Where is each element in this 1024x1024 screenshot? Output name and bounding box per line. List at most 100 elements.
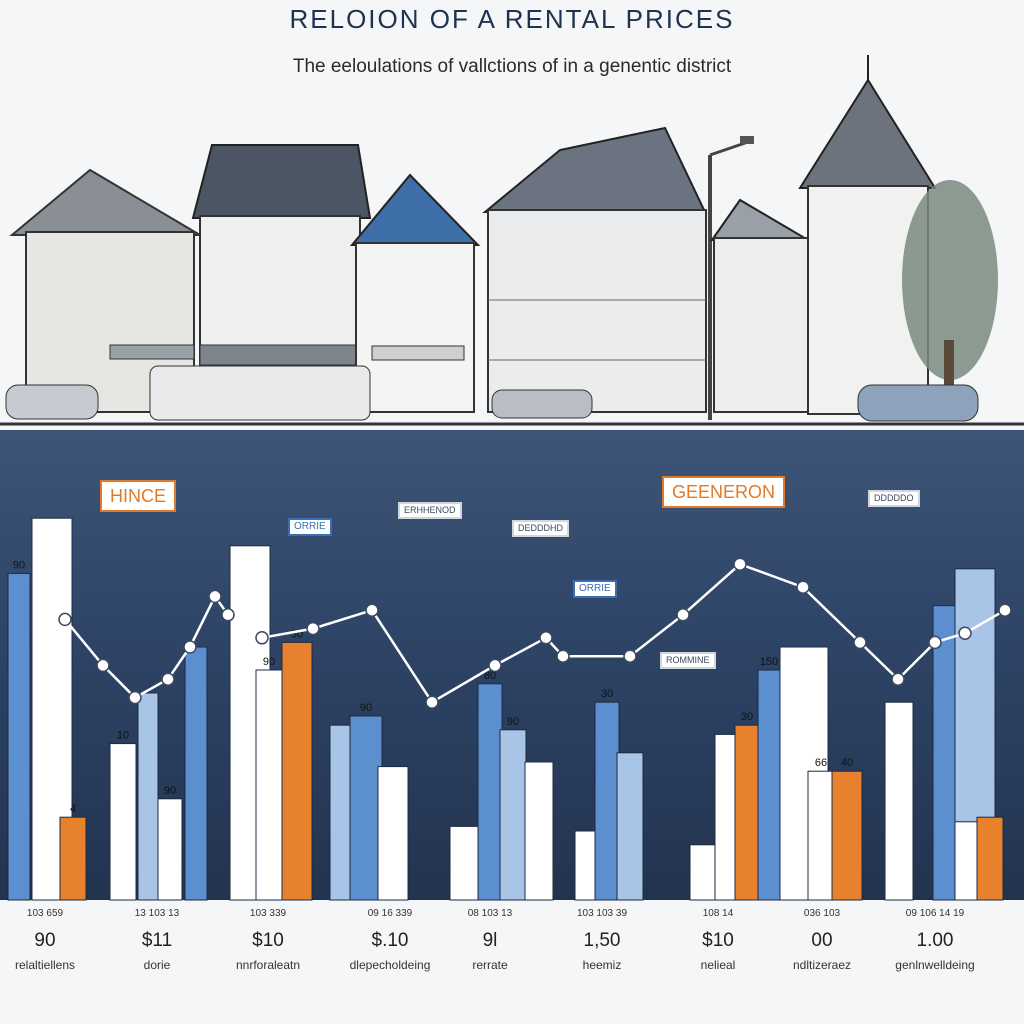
bar-0 bbox=[7, 572, 31, 901]
bar-16 bbox=[524, 761, 554, 901]
category-label-8: genlnwelldeing bbox=[895, 958, 975, 972]
category-value-4: 9l bbox=[482, 930, 498, 951]
bar-13 bbox=[449, 825, 479, 901]
category-value-2: $10 bbox=[252, 930, 284, 951]
trend-point-13 bbox=[556, 649, 570, 663]
trend-point-22 bbox=[998, 603, 1012, 617]
tick-label-1: 13 103 13 bbox=[134, 908, 180, 919]
bar-value-label-15: 90 bbox=[507, 716, 519, 728]
bar-5 bbox=[157, 798, 183, 901]
bar-4 bbox=[137, 692, 159, 901]
category-label-7: ndltizeraez bbox=[792, 958, 852, 972]
bar-9 bbox=[281, 641, 313, 901]
trend-point-6 bbox=[221, 608, 235, 622]
trend-point-4 bbox=[183, 640, 197, 654]
trend-point-5 bbox=[208, 589, 222, 604]
category-value-7: 00 bbox=[811, 930, 833, 951]
callout-2: ORRIE bbox=[288, 518, 332, 536]
street-illustration bbox=[0, 55, 1024, 426]
category-label-1: dorie bbox=[143, 958, 171, 972]
bar-30 bbox=[954, 821, 980, 901]
callout-5: DEDDDHD bbox=[512, 520, 569, 537]
bar-value-label-8: 90 bbox=[263, 656, 275, 668]
callout-3: ORRIE bbox=[573, 580, 617, 598]
bar-value-label-18: 30 bbox=[601, 688, 613, 700]
category-label-4: rerrate bbox=[472, 958, 508, 972]
bar-value-label-0: 90 bbox=[13, 559, 25, 571]
trend-point-11 bbox=[488, 658, 502, 673]
trend-point-10 bbox=[425, 695, 439, 709]
tick-label-6: 108 14 bbox=[702, 908, 734, 919]
tick-label-4: 08 103 13 bbox=[467, 908, 513, 919]
bar-8 bbox=[255, 669, 283, 901]
trend-point-2 bbox=[128, 690, 142, 705]
trend-point-12 bbox=[539, 631, 553, 645]
category-label-6: nelieal bbox=[700, 958, 736, 972]
callout-0: HINCE bbox=[100, 480, 177, 512]
cars bbox=[5, 365, 979, 422]
trend-point-3 bbox=[161, 672, 175, 686]
bar-23 bbox=[757, 669, 781, 901]
bar-14 bbox=[477, 683, 503, 901]
callout-4: ERHHENOD bbox=[398, 502, 462, 519]
bar-2 bbox=[59, 816, 87, 901]
trend-point-8 bbox=[306, 621, 320, 636]
bar-value-label-22: 30 bbox=[741, 711, 753, 723]
trend-point-7 bbox=[255, 631, 269, 645]
bar-3 bbox=[109, 743, 137, 901]
category-value-5: 1,50 bbox=[583, 930, 621, 951]
trend-point-17 bbox=[796, 580, 810, 594]
callout-6: ROMMINE bbox=[660, 652, 716, 669]
bar-value-label-5: 90 bbox=[164, 785, 176, 797]
bar-11 bbox=[349, 715, 383, 901]
bar-value-label-11: 90 bbox=[360, 702, 372, 714]
bar-27 bbox=[884, 701, 914, 901]
bar-value-label-14: 80 bbox=[484, 670, 496, 682]
bar-26 bbox=[831, 770, 863, 901]
trend-point-9 bbox=[365, 603, 379, 617]
bar-31 bbox=[976, 816, 1004, 901]
tree bbox=[902, 180, 998, 415]
house-blue-roof bbox=[349, 173, 481, 413]
chart-title: RELOION OF A RENTAL PRICES bbox=[289, 4, 735, 34]
trend-point-15 bbox=[676, 608, 690, 622]
trend-point-21 bbox=[958, 626, 972, 640]
tick-label-8: 09 106 14 19 bbox=[905, 908, 965, 919]
tick-label-0: 103 659 bbox=[26, 908, 64, 919]
bar-value-label-3: 10 bbox=[117, 730, 129, 742]
tick-label-2: 103 339 bbox=[249, 908, 287, 919]
bar-20 bbox=[689, 844, 719, 901]
category-value-8: 1.00 bbox=[916, 930, 954, 951]
streetlamp bbox=[708, 136, 754, 420]
bar-6 bbox=[184, 646, 208, 901]
bar-value-label-25: 66 bbox=[815, 757, 827, 769]
bar-25 bbox=[807, 770, 835, 901]
house-right bbox=[710, 198, 812, 413]
trend-point-16 bbox=[733, 557, 747, 571]
apartment-block bbox=[482, 126, 707, 413]
trend-point-1 bbox=[96, 658, 110, 673]
bar-15 bbox=[499, 729, 527, 901]
trend-point-19 bbox=[891, 672, 905, 686]
bar-18 bbox=[594, 701, 620, 901]
category-value-0: 90 bbox=[34, 930, 56, 951]
trend-point-20 bbox=[928, 635, 942, 650]
callout-1: GEENERON bbox=[662, 476, 786, 508]
tick-label-3: 09 16 339 bbox=[367, 908, 413, 919]
bar-28 bbox=[932, 605, 956, 901]
trend-point-18 bbox=[853, 635, 867, 650]
bar-22 bbox=[734, 724, 760, 901]
bar-19 bbox=[616, 752, 644, 901]
category-label-3: dlepecholdeing bbox=[349, 958, 431, 972]
category-label-0: relaltiellens bbox=[14, 958, 76, 972]
category-value-6: $10 bbox=[702, 930, 734, 951]
chart-subtitle: The eeloulations of vallctions of in a g… bbox=[292, 56, 732, 77]
bar-value-label-26: 40 bbox=[841, 757, 853, 769]
bar-value-label-23: 150 bbox=[760, 656, 778, 668]
callout-7: DDDDDO bbox=[868, 490, 920, 507]
trend-point-14 bbox=[623, 649, 637, 663]
tick-label-5: 103 103 39 bbox=[576, 908, 628, 919]
category-value-3: $.10 bbox=[371, 930, 409, 951]
category-label-2: nnrforaleatn bbox=[235, 958, 301, 972]
tick-label-7: 036 103 bbox=[803, 908, 841, 919]
